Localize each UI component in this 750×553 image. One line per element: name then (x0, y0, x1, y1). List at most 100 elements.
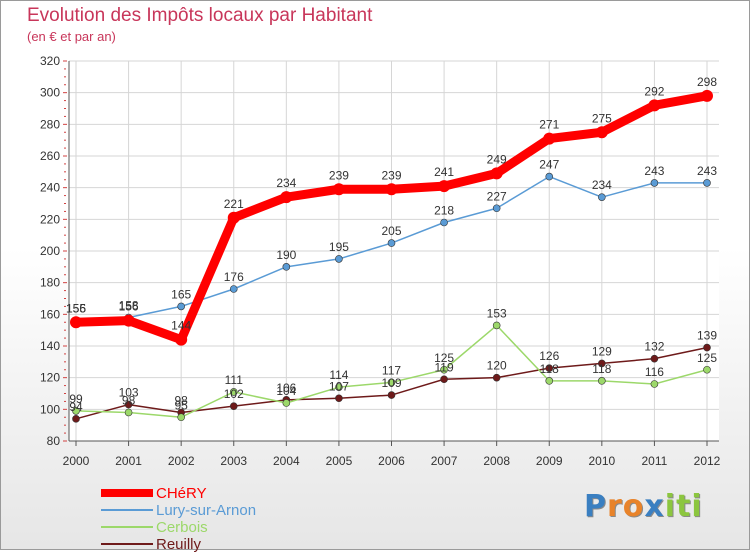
data-label-cerbois: 118 (592, 362, 611, 376)
point-lury-sur-arnon (598, 193, 606, 201)
data-label-chery: 156 (119, 300, 139, 314)
data-label-cerbois: 125 (434, 351, 454, 365)
data-label-lury-sur-arnon: 156 (66, 302, 86, 316)
y-tick-label: 280 (40, 117, 60, 131)
y-tick-label: 260 (40, 149, 60, 163)
data-label-lury-sur-arnon: 234 (592, 178, 612, 192)
point-cerbois (703, 365, 711, 374)
data-label-cerbois: 114 (329, 368, 348, 382)
data-label-cerbois: 95 (174, 398, 188, 412)
y-tick-label: 220 (40, 212, 60, 226)
x-tick-label: 2002 (168, 454, 195, 468)
data-label-cerbois: 111 (225, 373, 244, 387)
legend-swatch-lury-sur-arnon (101, 509, 153, 511)
x-tick-label: 2007 (431, 454, 458, 468)
point-lury-sur-arnon (650, 179, 659, 187)
point-reuilly (387, 391, 396, 399)
data-label-lury-sur-arnon: 195 (329, 240, 349, 254)
x-tick-label: 2009 (536, 454, 563, 468)
data-label-cerbois: 99 (69, 392, 83, 406)
data-label-chery: 249 (487, 152, 507, 166)
data-label-chery: 155 (66, 301, 86, 315)
data-label-lury-sur-arnon: 165 (171, 287, 191, 301)
data-label-reuilly: 94 (69, 400, 83, 414)
logo-letter: o (622, 489, 645, 524)
point-cerbois (440, 365, 448, 374)
data-label-reuilly: 98 (174, 394, 188, 408)
axes: 80 100 120 140 160 180 200 220 240 260 280 300 320 20… (40, 54, 721, 468)
y-tick-label: 120 (40, 371, 60, 385)
point-lury-sur-arnon (335, 255, 343, 263)
data-label-lury-sur-arnon: 218 (434, 204, 454, 218)
x-tick-label: 2008 (483, 454, 510, 468)
y-tick-label: 300 (40, 86, 60, 100)
y-tick-label: 180 (40, 276, 60, 290)
data-label-lury-sur-arnon: 243 (644, 164, 664, 178)
chart-title: Evolution des Impôts locaux par Habitant (27, 5, 373, 26)
data-label-cerbois: 118 (540, 362, 559, 376)
logo-letter: r (607, 489, 623, 524)
point-cerbois (124, 408, 133, 417)
point-chery (227, 211, 240, 224)
point-chery (543, 132, 556, 145)
legend-label-cerbois: Cerbois (156, 519, 208, 536)
x-tick-label: 2000 (63, 454, 90, 468)
point-lury-sur-arnon (492, 204, 501, 213)
x-tick-label: 2012 (694, 454, 721, 468)
data-label-chery: 144 (171, 319, 191, 333)
y-tick-label: 100 (40, 402, 60, 416)
data-label-lury-sur-arnon: 227 (487, 189, 507, 203)
point-reuilly (124, 400, 133, 409)
x-tick-label: 2001 (115, 454, 142, 468)
data-label-lury-sur-arnon: 190 (276, 248, 296, 262)
data-label-chery: 241 (434, 165, 454, 179)
data-label-cerbois: 98 (122, 394, 136, 408)
logo-letter: i (691, 489, 703, 524)
data-label-reuilly: 103 (119, 386, 139, 400)
data-label-cerbois: 116 (645, 365, 664, 379)
point-lury-sur-arnon (229, 285, 238, 293)
point-cerbois (335, 383, 343, 391)
data-label-reuilly: 109 (381, 376, 401, 390)
data-label-chery: 298 (697, 75, 717, 89)
point-chery (175, 333, 188, 346)
data-label-cerbois: 104 (276, 384, 296, 398)
point-chery (332, 183, 345, 196)
logo-letter: t (676, 489, 692, 524)
legend-label-chery: CHéRY (156, 485, 207, 502)
point-lury-sur-arnon (387, 239, 396, 247)
point-chery (122, 314, 135, 327)
point-reuilly (703, 343, 711, 352)
point-reuilly (492, 373, 501, 382)
point-cerbois (545, 377, 554, 385)
point-cerbois (387, 378, 396, 387)
data-label-reuilly: 106 (276, 381, 296, 395)
data-label-chery: 239 (381, 168, 401, 182)
point-lury-sur-arnon (545, 172, 554, 181)
data-label-lury-sur-arnon: 176 (224, 270, 244, 284)
data-label-chery: 292 (644, 84, 664, 98)
point-reuilly (72, 415, 80, 423)
point-cerbois (72, 407, 80, 415)
y-tick-label: 140 (40, 339, 60, 353)
point-chery (648, 99, 661, 112)
data-label-lury-sur-arnon: 247 (539, 158, 559, 172)
x-tick-label: 2010 (588, 454, 615, 468)
y-tick-label: 320 (40, 54, 60, 68)
data-label-chery: 275 (592, 111, 612, 125)
logo-letter: P (584, 489, 607, 524)
data-label-chery: 271 (539, 118, 559, 132)
point-reuilly (335, 394, 343, 403)
point-cerbois (177, 413, 185, 422)
point-reuilly (650, 354, 659, 363)
data-label-lury-sur-arnon: 158 (119, 299, 139, 313)
point-reuilly (545, 364, 554, 372)
legend-swatch-cerbois (101, 526, 153, 528)
data-label-cerbois: 117 (382, 363, 401, 377)
data-label-cerbois: 125 (697, 351, 717, 365)
y-tick-label: 240 (40, 181, 60, 195)
point-chery (438, 180, 451, 193)
data-label-reuilly: 132 (644, 340, 664, 354)
point-chery (595, 126, 608, 139)
